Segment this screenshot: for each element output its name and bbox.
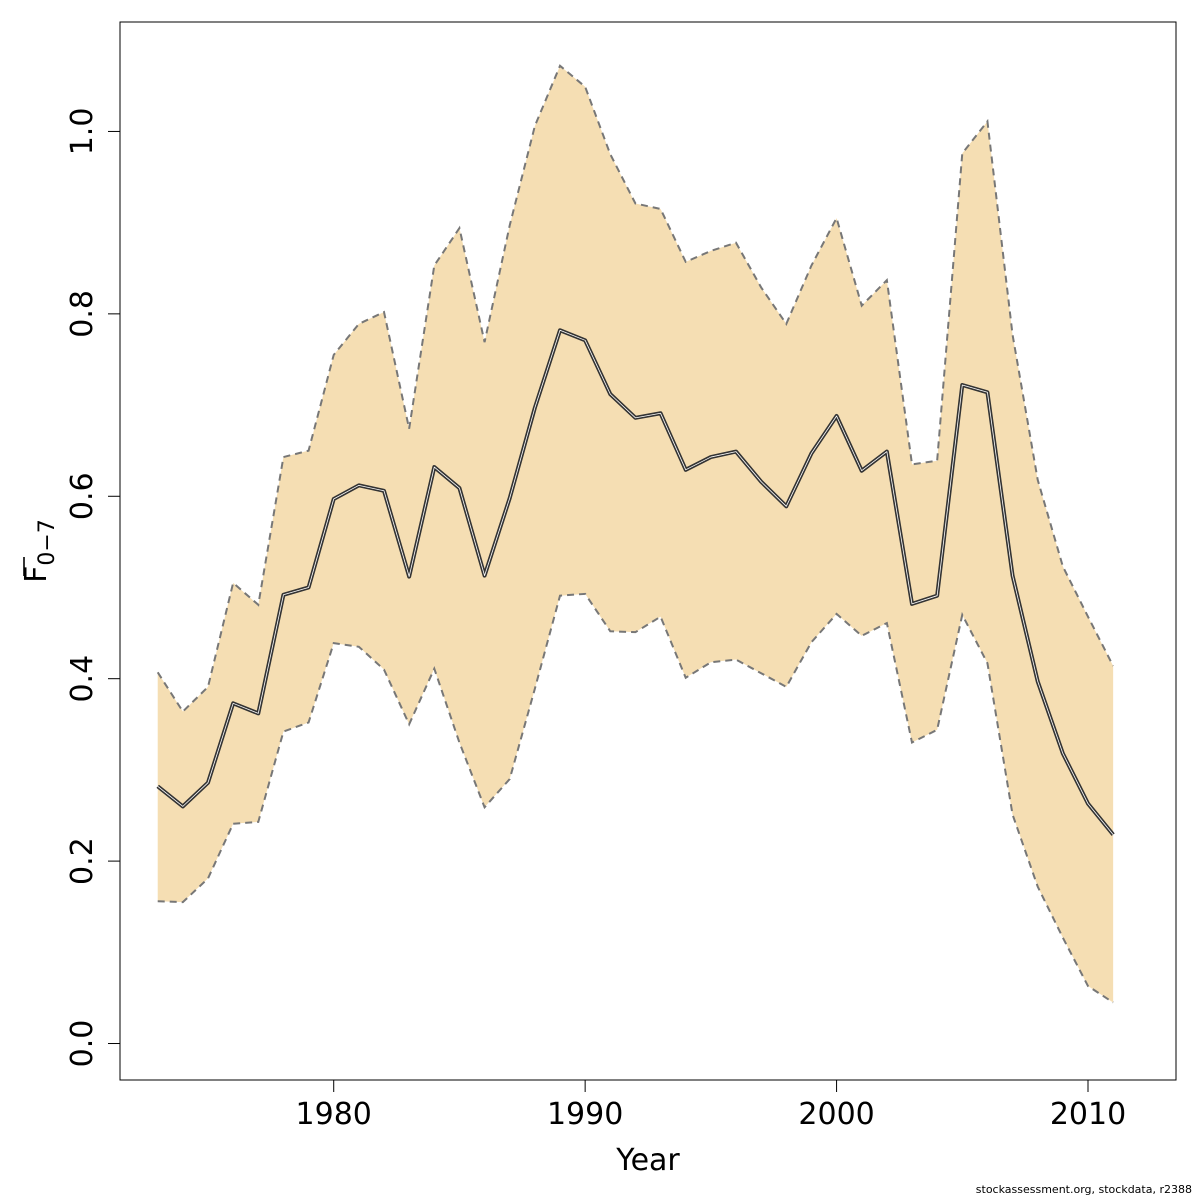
y-axis-label: F0−7 [19,519,60,583]
y-tick-label-5: 1.0 [65,108,100,156]
y-axis-label-subscript: 0−7 [35,519,60,565]
upper-bound-line [156,64,1115,714]
y-tick-label-1: 0.2 [65,837,100,885]
x-tick-label-2000: 2000 [798,1097,874,1132]
confidence-band-layer [157,65,1114,1003]
y-tick-label-4: 0.8 [65,290,100,338]
y-tick-label-0: 0.0 [65,1020,100,1068]
lower-bound-line [157,592,1114,1004]
x-tick-label-2010: 2010 [1050,1097,1126,1132]
estimate-line-layer [156,328,1115,836]
x-axis-label: Year [615,1143,680,1178]
footer-credit: stockassessment.org, stockdata, r2388 [975,1183,1192,1196]
y-tick-label-3: 0.6 [65,472,100,520]
x-tick-label-1980: 1980 [296,1097,372,1132]
y-axis: 0.0 0.2 0.4 0.6 0.8 1.0 [65,108,121,1068]
x-tick-label-1990: 1990 [547,1097,623,1132]
confidence-bounds-layer [156,64,1115,1004]
x-axis: 1980 1990 2000 2010 [296,1079,1126,1132]
estimate-line-highlight [157,329,1114,835]
y-tick-label-2: 0.4 [65,655,100,703]
y-axis-label-main: F [19,566,54,583]
svg-text:F0−7: F0−7 [19,519,60,583]
confidence-band [157,65,1114,1003]
